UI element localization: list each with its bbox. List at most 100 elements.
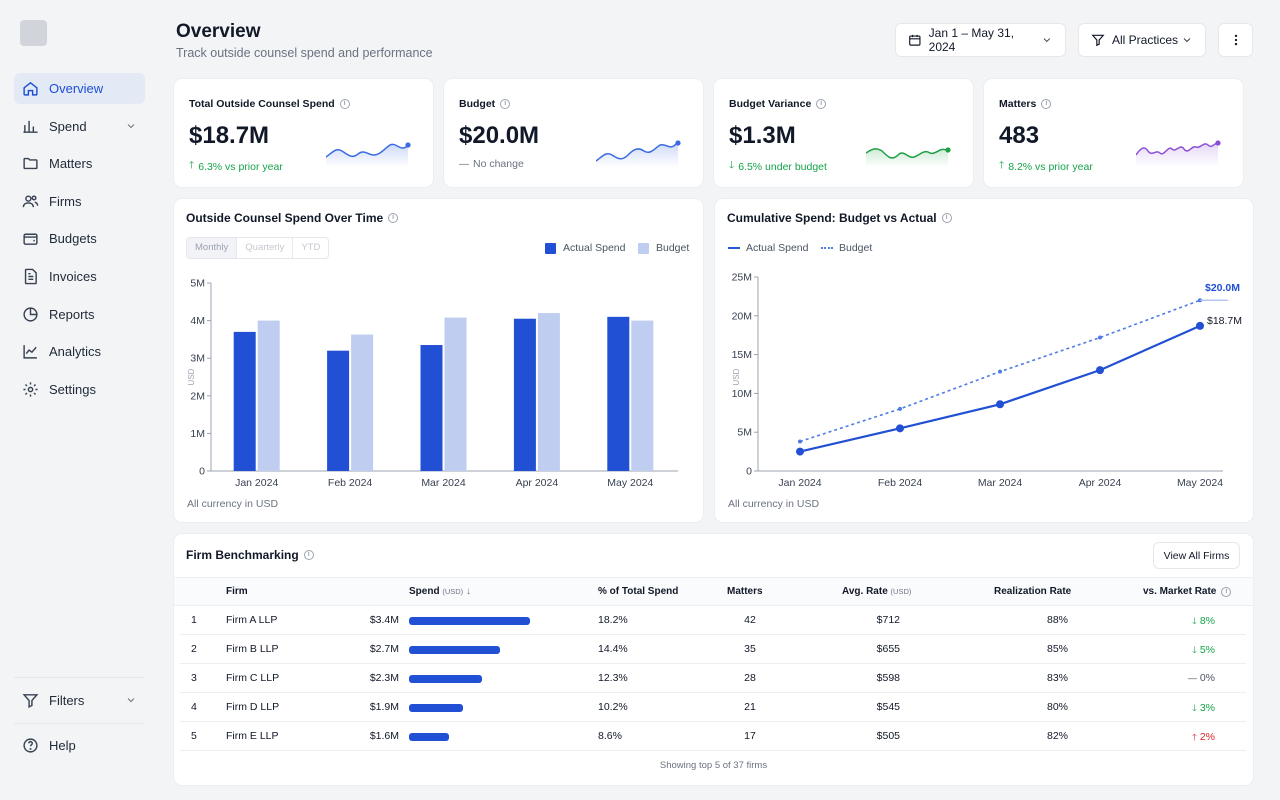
practice-filter-button[interactable]: All Practices [1078, 23, 1206, 57]
sidebar-item-invoices[interactable]: Invoices [14, 261, 145, 292]
actual-point [896, 424, 904, 433]
toggle-monthly[interactable]: Monthly [187, 238, 238, 258]
bar-budget [631, 320, 654, 471]
y-tick-label: 1M [190, 428, 205, 440]
bar-chart-icon [22, 118, 39, 135]
cell-matters: 21 [744, 701, 756, 713]
kpi-card-budget[interactable]: Budget i $20.0M — No change [444, 79, 703, 187]
legend-budget[interactable]: Budget [821, 242, 872, 254]
cumulative-spend-card: Cumulative Spend: Budget vs Actual i Actu… [715, 199, 1253, 522]
app-logo[interactable] [20, 20, 47, 46]
y-tick-label: 0 [746, 466, 752, 478]
cell-market: 🡓 5% [1175, 643, 1215, 659]
pie-chart-icon [22, 306, 39, 323]
cell-rank: 4 [191, 701, 197, 713]
col-avg-rate[interactable]: Avg. Rate (USD) [842, 586, 911, 597]
legend-actual[interactable]: Actual Spend [545, 242, 625, 254]
table-row[interactable]: 3 Firm C LLP $2.3M 12.3% 28 $598 83% —0% [180, 664, 1246, 693]
sidebar-divider [14, 677, 145, 678]
x-tick-label: May 2024 [1177, 477, 1223, 489]
table-row[interactable]: 5 Firm E LLP $1.6M 8.6% 17 $505 82% 🡑 2% [180, 722, 1246, 751]
sidebar-help[interactable]: Help [14, 730, 145, 761]
sidebar-item-spend[interactable]: Spend [14, 111, 145, 142]
cell-market: 🡓 8% [1175, 614, 1215, 630]
x-tick-label: May 2024 [607, 477, 653, 489]
sidebar-item-overview[interactable]: Overview [14, 73, 145, 104]
cell-spend: $1.9M [369, 701, 399, 713]
x-tick-label: Mar 2024 [421, 477, 466, 489]
sidebar-item-reports[interactable]: Reports [14, 299, 145, 330]
sidebar-item-matters[interactable]: Matters [14, 148, 145, 179]
info-icon[interactable]: i [303, 550, 314, 560]
info-icon[interactable]: i [1221, 586, 1232, 597]
chevron-down-icon[interactable] [125, 694, 137, 706]
bar-budget [444, 317, 467, 471]
cell-firm[interactable]: Firm B LLP [226, 643, 279, 655]
cell-pct: 14.4% [598, 643, 628, 655]
col-matters[interactable]: Matters [727, 586, 763, 597]
cell-firm[interactable]: Firm D LLP [226, 701, 280, 713]
gear-icon [22, 381, 39, 398]
sidebar-item-firms[interactable]: Firms [14, 186, 145, 217]
col-spend[interactable]: Spend (USD) ↓ [409, 586, 471, 597]
people-icon [22, 193, 39, 210]
col-realization[interactable]: Realization Rate [994, 586, 1072, 597]
info-icon[interactable]: i [500, 99, 511, 109]
col-firm[interactable]: Firm [226, 586, 248, 597]
spend-bar [409, 646, 500, 654]
chevron-down-icon [1043, 38, 1051, 43]
calendar-icon [909, 34, 921, 46]
table-row[interactable]: 2 Firm B LLP $2.7M 14.4% 35 $655 85% 🡓 5% [180, 635, 1246, 664]
legend-label: Budget [656, 242, 690, 254]
info-icon[interactable]: i [339, 99, 350, 109]
cell-firm[interactable]: Firm A LLP [226, 614, 278, 626]
sparkline [326, 142, 411, 167]
info-icon[interactable]: i [388, 213, 399, 223]
legend-budget[interactable]: Budget [638, 242, 689, 254]
actual-point [796, 447, 804, 456]
cell-matters: 35 [744, 643, 756, 655]
table-row[interactable]: 4 Firm D LLP $1.9M 10.2% 21 $545 80% 🡓 3% [180, 693, 1246, 722]
actual-point [996, 400, 1004, 409]
kpi-label-text: Matters [999, 98, 1037, 110]
toggle-ytd[interactable]: YTD [301, 242, 321, 253]
cell-rate: $545 [876, 701, 900, 713]
cell-firm[interactable]: Firm E LLP [226, 730, 279, 742]
actual-point [1096, 366, 1104, 375]
arrow-up-icon: 🡑 [1192, 732, 1197, 742]
info-icon[interactable]: i [1041, 99, 1052, 109]
cell-rank: 5 [191, 730, 197, 742]
legend-actual[interactable]: Actual Spend [728, 242, 808, 254]
sidebar-item-label: Reports [49, 306, 95, 322]
col-pct-total[interactable]: % of Total Spend [598, 586, 679, 597]
view-all-firms-button[interactable]: View All Firms [1153, 542, 1240, 569]
date-range-button[interactable]: Jan 1 – May 31, 2024 [895, 23, 1066, 57]
sidebar-item-settings[interactable]: Settings [14, 374, 145, 405]
sparkline [596, 140, 681, 167]
kpi-card-total-spend[interactable]: Total Outside Counsel Spend i $18.7M 🡑 6.3… [174, 79, 433, 187]
kpi-value: $1.3M [729, 122, 796, 149]
info-icon[interactable]: i [816, 99, 827, 109]
kpi-delta: 🡓 6.5% under budget [729, 158, 827, 175]
toggle-quarterly[interactable]: Quarterly [237, 238, 294, 258]
more-vertical-icon [1234, 34, 1237, 46]
chevron-down-icon[interactable] [125, 120, 137, 132]
x-tick-label: Apr 2024 [1079, 477, 1122, 489]
col-spend-unit: (USD) [442, 587, 464, 596]
col-market-rate[interactable]: vs. Market Rate i [1143, 586, 1232, 597]
kpi-label: Total Outside Counsel Spend i [189, 98, 350, 110]
cell-firm[interactable]: Firm C LLP [226, 672, 280, 684]
info-icon[interactable]: i [941, 213, 952, 223]
kpi-card-budget-variance[interactable]: Budget Variance i $1.3M 🡓 6.5% under budge… [714, 79, 973, 187]
sidebar-filters[interactable]: Filters [14, 685, 145, 716]
col-rate-unit: (USD) [890, 587, 912, 596]
chart-title: Outside Counsel Spend Over Time i [186, 211, 399, 225]
sidebar-item-analytics[interactable]: Analytics [14, 336, 145, 367]
table-row[interactable]: 1 Firm A LLP $3.4M 18.2% 42 $712 88% 🡓 8% [180, 606, 1246, 635]
sidebar-item-budgets[interactable]: Budgets [14, 223, 145, 254]
arrow-up-icon: 🡑 [189, 160, 195, 171]
more-options-button[interactable] [1218, 23, 1253, 57]
x-tick-label: Jan 2024 [778, 477, 821, 489]
kpi-card-matters[interactable]: Matters i 483 🡑 8.2% vs prior year [984, 79, 1243, 187]
spend-over-time-card: Outside Counsel Spend Over Time i Monthly… [174, 199, 703, 522]
